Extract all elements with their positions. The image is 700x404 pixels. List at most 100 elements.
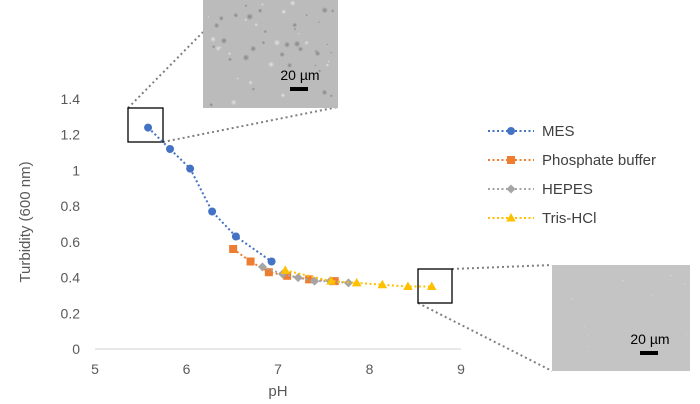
y-tick-label: 0.6 bbox=[61, 234, 81, 250]
particle bbox=[318, 69, 322, 73]
data-point bbox=[310, 276, 320, 286]
particle bbox=[207, 16, 210, 18]
particle bbox=[248, 80, 253, 85]
particle bbox=[298, 32, 301, 35]
data-point bbox=[351, 277, 362, 287]
particle bbox=[586, 334, 590, 337]
particle bbox=[579, 357, 581, 359]
legend-item: Tris-HCl bbox=[488, 210, 596, 227]
legend-item: Phosphate buffer bbox=[488, 152, 656, 169]
data-point bbox=[144, 123, 153, 132]
particle bbox=[325, 63, 330, 67]
particle bbox=[635, 332, 638, 336]
particle bbox=[214, 23, 220, 28]
inset-connectors bbox=[127, 31, 553, 372]
particle bbox=[287, 62, 292, 68]
particle bbox=[219, 46, 222, 49]
particle bbox=[284, 41, 290, 48]
particle bbox=[268, 61, 275, 68]
scale-bar bbox=[290, 87, 308, 91]
scale-bar-label: 20 µm bbox=[630, 331, 669, 347]
legend-marker bbox=[506, 184, 516, 194]
legend-item: HEPES bbox=[488, 181, 593, 198]
low-ph-micrograph: 20 µm bbox=[203, 0, 338, 108]
legend-label: Phosphate buffer bbox=[542, 152, 656, 169]
data-point bbox=[166, 145, 175, 153]
data-point bbox=[264, 268, 273, 277]
particle bbox=[244, 4, 248, 8]
particle bbox=[289, 0, 296, 6]
y-tick-label: 0.4 bbox=[61, 270, 81, 286]
particle bbox=[633, 320, 636, 322]
particle bbox=[583, 325, 586, 328]
y-tick-label: 1.4 bbox=[61, 91, 81, 107]
data-point bbox=[229, 245, 238, 253]
tick-labels: 5 6 7 8 9 0 0.2 0.4 0.6 0.8 1 1.2 1.4 bbox=[61, 91, 466, 377]
particle bbox=[651, 294, 654, 298]
x-tick-label: 7 bbox=[274, 361, 282, 377]
connector-line bbox=[451, 264, 553, 270]
particle bbox=[685, 333, 688, 336]
particle bbox=[305, 13, 308, 17]
particle bbox=[251, 87, 255, 91]
series-mes bbox=[144, 123, 276, 266]
particle bbox=[212, 45, 216, 49]
legend-label: MES bbox=[542, 123, 575, 140]
particle bbox=[233, 13, 239, 18]
particle bbox=[246, 13, 253, 20]
particle bbox=[215, 45, 221, 51]
particle bbox=[261, 3, 264, 6]
y-tick-label: 0 bbox=[72, 341, 80, 357]
series-line bbox=[285, 269, 432, 288]
particle bbox=[327, 60, 330, 63]
legend-label: Tris-HCl bbox=[542, 210, 596, 227]
high-ph-micrograph: 20 µm bbox=[552, 265, 690, 371]
connector-line bbox=[417, 302, 553, 372]
particle bbox=[294, 43, 297, 46]
particle bbox=[210, 36, 216, 42]
x-tick-label: 5 bbox=[91, 361, 99, 377]
x-tick-label: 8 bbox=[366, 361, 374, 377]
particle bbox=[293, 27, 297, 31]
particle bbox=[298, 46, 303, 52]
particle bbox=[250, 45, 256, 52]
particle bbox=[622, 314, 626, 317]
data-point bbox=[377, 279, 388, 289]
particle bbox=[587, 345, 591, 349]
particle bbox=[236, 77, 239, 80]
particle bbox=[649, 342, 651, 344]
data-point bbox=[403, 281, 413, 290]
particle bbox=[280, 93, 286, 98]
data-point bbox=[186, 164, 195, 173]
particle bbox=[612, 278, 614, 280]
data-point bbox=[305, 275, 314, 284]
scale-bar-label: 20 µm bbox=[280, 67, 319, 83]
particle bbox=[209, 103, 213, 107]
particle bbox=[230, 99, 237, 106]
x-tick-label: 9 bbox=[457, 361, 465, 377]
y-tick-label: 1.2 bbox=[61, 127, 81, 143]
particle bbox=[329, 94, 333, 98]
particle bbox=[219, 15, 224, 21]
series-phosphate-buffer bbox=[229, 245, 339, 286]
particle bbox=[314, 64, 317, 67]
legend-item: MES bbox=[488, 123, 575, 140]
x-axis-title: pH bbox=[268, 383, 287, 400]
legend: MES Phosphate buffer HEPES Tris-HCl bbox=[488, 123, 656, 227]
particle bbox=[281, 9, 287, 15]
y-tick-label: 0.8 bbox=[61, 198, 81, 214]
data-point bbox=[293, 273, 303, 283]
particle bbox=[294, 40, 301, 48]
particle bbox=[321, 89, 328, 96]
connector-line bbox=[127, 31, 204, 109]
particle bbox=[263, 30, 267, 34]
particle bbox=[658, 357, 660, 360]
particle bbox=[227, 52, 232, 56]
series-tris-hcl bbox=[280, 265, 437, 290]
highlight-box-high-ph bbox=[417, 268, 453, 304]
particle bbox=[242, 54, 250, 61]
particle bbox=[321, 7, 328, 14]
x-tick-label: 6 bbox=[183, 361, 191, 377]
y-axis-title: Turbidity (600 nm) bbox=[17, 161, 34, 282]
series-line bbox=[147, 126, 273, 263]
